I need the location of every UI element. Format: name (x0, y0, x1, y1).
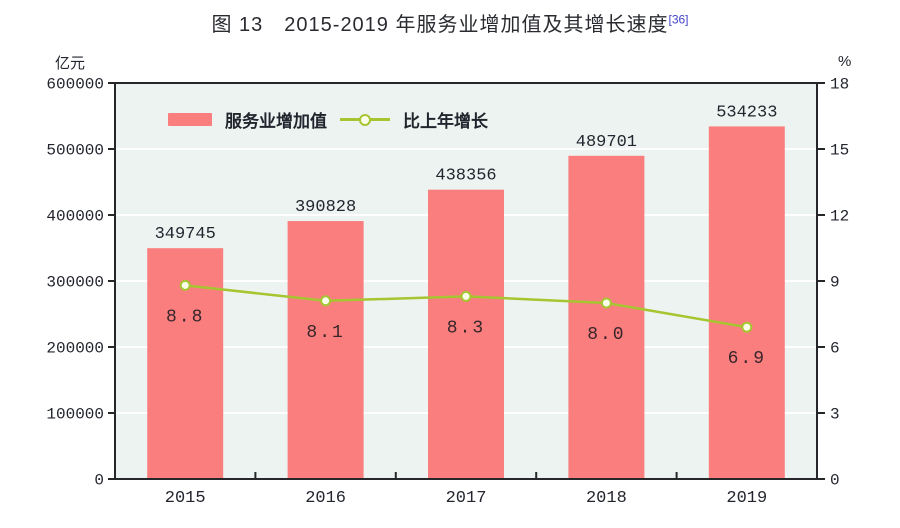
left-axis-tick-label: 600000 (46, 76, 104, 94)
bar-value-label: 390828 (295, 198, 356, 217)
figure-title-text: 图 13 2015-2019 年服务业增加值及其增长速度 (211, 14, 669, 36)
bar (287, 221, 364, 479)
bar (708, 126, 785, 479)
left-axis-tick-label: 0 (94, 472, 104, 490)
line-series-legend-label: 比上年增长 (403, 112, 488, 131)
growth-value-label: 8.3 (447, 318, 485, 338)
bar (428, 189, 504, 479)
growth-point (320, 295, 332, 307)
right-axis-tick-label: 0 (830, 472, 840, 490)
left-axis-tick-label: 500000 (46, 142, 104, 160)
left-axis-unit-label: 亿元 (55, 55, 86, 72)
bar-value-label: 489701 (576, 133, 637, 152)
right-axis-tick-label: 18 (830, 76, 849, 94)
bar-value-label: 534233 (716, 103, 777, 122)
growth-point (600, 297, 612, 309)
growth-value-label: 8.0 (587, 325, 625, 345)
line-series-sample (340, 113, 390, 127)
x-axis-category-label: 2019 (726, 489, 767, 508)
left-axis-tick-label: 100000 (46, 406, 104, 424)
growth-value-label: 8.8 (166, 307, 204, 327)
bar (568, 155, 645, 479)
growth-value-label: 8.1 (306, 323, 344, 343)
growth-point (179, 279, 191, 291)
chart-legend: 服务业增加值 比上年增长 (168, 107, 488, 132)
right-axis-unit-label: % (838, 53, 852, 70)
left-axis-tick-label: 300000 (46, 274, 104, 292)
bar-value-label: 349745 (155, 225, 216, 244)
bar-value-label: 438356 (435, 167, 496, 186)
bar-series-swatch (168, 113, 212, 126)
right-axis-tick-label: 12 (830, 208, 849, 226)
right-axis-tick-label: 3 (830, 406, 840, 424)
right-axis-tick-label: 9 (830, 274, 840, 292)
figure-title: 图 13 2015-2019 年服务业增加值及其增长速度[36] (0, 8, 900, 37)
footnote-ref-link[interactable]: [36] (668, 12, 689, 27)
left-axis-tick-label: 400000 (46, 208, 104, 226)
line-sample-marker-icon (359, 113, 371, 126)
x-axis-category-label: 2015 (165, 489, 206, 508)
bar-series-legend-label: 服务业增加值 (225, 112, 327, 131)
right-axis-tick-label: 15 (830, 142, 849, 160)
left-axis-tick-label: 200000 (46, 340, 104, 358)
x-axis-category-label: 2017 (446, 489, 487, 508)
right-axis-tick-label: 6 (830, 340, 840, 358)
growth-point (741, 321, 753, 333)
x-axis-category-label: 2016 (305, 489, 346, 508)
x-axis-category-label: 2018 (586, 489, 627, 508)
growth-point (460, 290, 472, 302)
growth-value-label: 6.9 (728, 349, 766, 369)
